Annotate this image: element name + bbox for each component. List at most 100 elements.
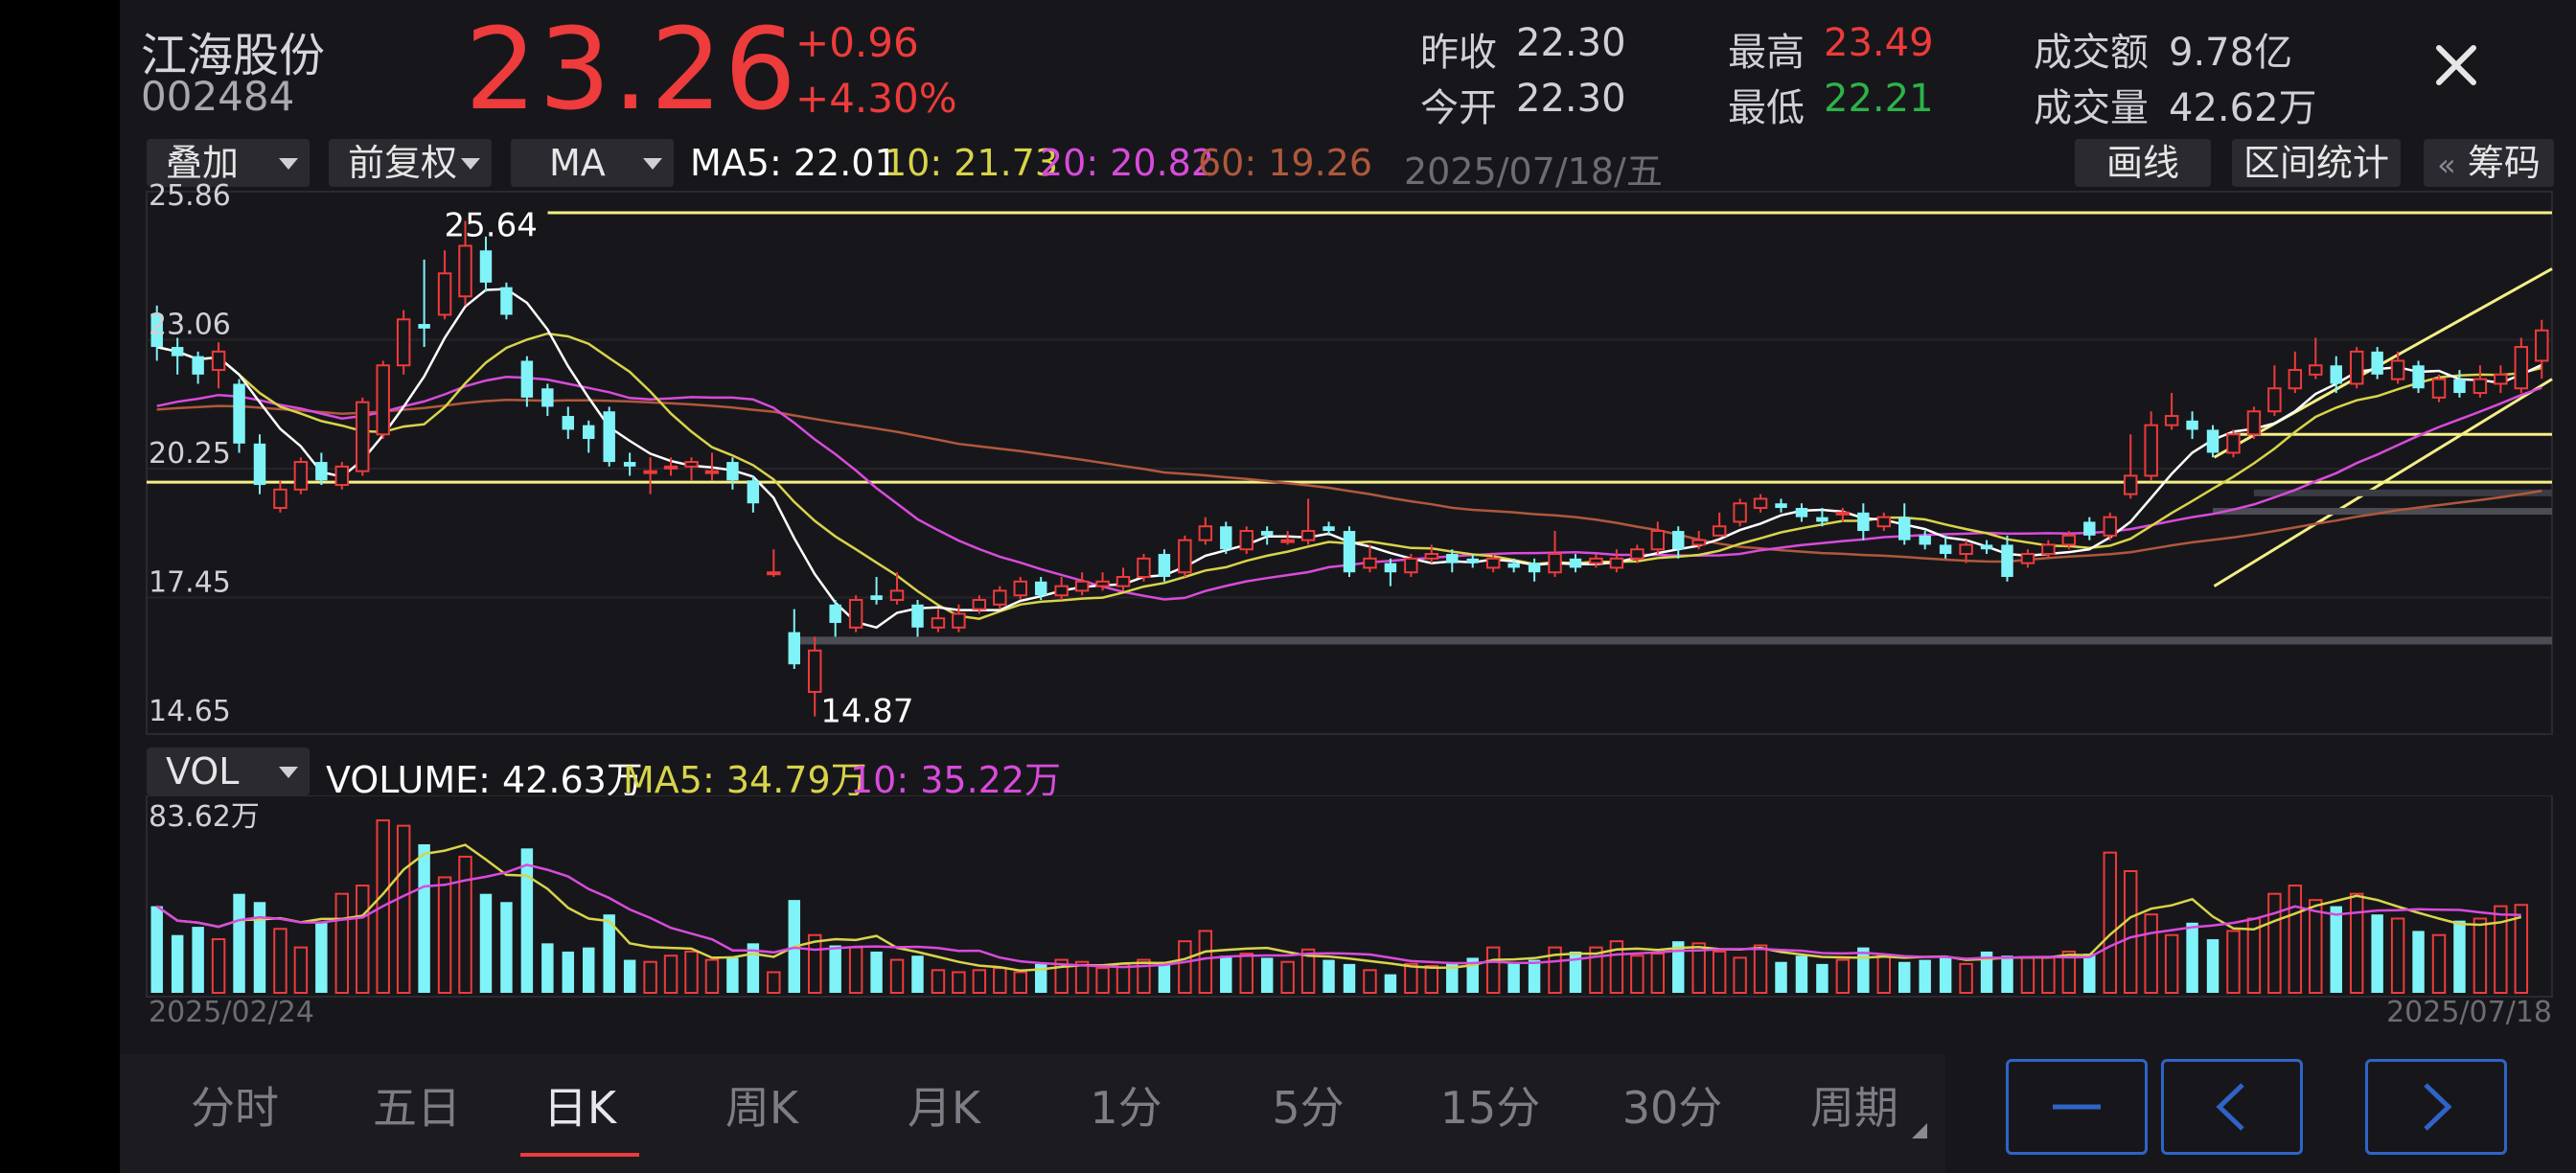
price-tick-label: 17.45	[149, 566, 231, 600]
volume-bar	[2083, 954, 2096, 993]
candle	[1775, 498, 1787, 513]
volume-bar	[684, 950, 699, 995]
volume-bar	[315, 922, 328, 993]
candle	[2412, 360, 2425, 394]
prev-button[interactable]	[2161, 1059, 2303, 1155]
volume-bar	[273, 928, 288, 994]
candle	[192, 351, 204, 384]
high-label: 最高	[1728, 31, 1805, 75]
candle-body	[1239, 530, 1254, 551]
volume-bar	[1816, 963, 1828, 993]
candle-body	[293, 461, 309, 491]
volume-bar	[1650, 953, 1666, 994]
candle	[1485, 554, 1501, 573]
candle	[2103, 512, 2117, 540]
volume-bar	[1980, 951, 1993, 993]
candle-body	[2514, 346, 2529, 390]
candle-body	[1074, 580, 1090, 592]
candle-body	[356, 401, 370, 472]
candle-body	[2349, 350, 2364, 385]
candle-body	[1857, 512, 1870, 532]
tab-period-0[interactable]: 分时	[191, 1082, 279, 1134]
min-price-label: 14.87	[820, 692, 913, 730]
tab-period-3[interactable]: 周K	[724, 1082, 799, 1134]
candle	[376, 360, 390, 440]
volume-bar	[1507, 961, 1520, 993]
candle-body	[2453, 379, 2466, 394]
candle	[1548, 531, 1562, 578]
candle	[1528, 558, 1541, 582]
close-icon[interactable]	[2427, 36, 2485, 94]
candle	[704, 452, 720, 481]
tab-period-8[interactable]: 30分	[1622, 1082, 1723, 1134]
volume-chart[interactable]: 83.62万 2025/02/24 2025/07/18	[120, 795, 2576, 1030]
candle-body	[1939, 544, 1952, 555]
volume-bar	[2472, 917, 2488, 994]
volume-bar	[870, 951, 883, 993]
next-button[interactable]	[2365, 1059, 2507, 1155]
candle-body	[848, 599, 863, 629]
candle-body	[663, 465, 678, 470]
price-axis: 25.86 23.06 20.25 17.45 14.65 25.64 14.87	[149, 179, 914, 730]
ma20-value: 20: 20.82	[1040, 142, 1215, 184]
volume-bars	[146, 795, 2553, 998]
period-tabs	[120, 1054, 1945, 1173]
candle	[437, 250, 452, 320]
volume-bar	[1424, 965, 1439, 995]
volume-indicator-dropdown[interactable]: VOL	[147, 748, 310, 795]
candle-body	[2246, 410, 2262, 436]
tab-period-4[interactable]: 月K	[907, 1082, 981, 1134]
candle-body	[1775, 503, 1787, 509]
volume-bar	[1569, 951, 1582, 993]
candle-body	[1404, 557, 1418, 574]
tab-period-7[interactable]: 15分	[1439, 1082, 1541, 1134]
volume-bar	[1013, 971, 1027, 994]
candle	[643, 457, 657, 494]
volume-bar	[1363, 969, 1377, 995]
candle-body	[1260, 531, 1274, 536]
candle	[2206, 425, 2220, 458]
candle-body	[479, 250, 493, 283]
candle	[1054, 577, 1069, 601]
candle-body	[437, 272, 452, 316]
candle	[1466, 554, 1479, 568]
tab-period-9[interactable]: 周期	[1810, 1082, 1898, 1134]
volume-bar	[541, 943, 554, 993]
range-stats-button[interactable]: 区间统计	[2232, 139, 2401, 187]
volume-bar	[356, 885, 370, 994]
adjust-dropdown[interactable]: 前复权	[329, 139, 492, 187]
chips-button[interactable]: « 筹码	[2424, 139, 2554, 187]
volume-bar	[1630, 954, 1644, 995]
candle	[603, 406, 615, 467]
candle	[952, 604, 966, 632]
candle	[1322, 521, 1335, 536]
indicator-dropdown[interactable]: MA	[511, 139, 674, 187]
draw-line-button[interactable]: 画线	[2075, 139, 2211, 187]
candlestick-chart[interactable]: 25.86 23.06 20.25 17.45 14.65 25.64 14.87	[120, 0, 2576, 748]
candle-body	[192, 356, 204, 375]
candle	[2330, 356, 2342, 394]
tab-period-1[interactable]: 五日	[373, 1082, 461, 1134]
candle-body	[233, 383, 245, 444]
collapse-button[interactable]	[2006, 1059, 2148, 1155]
candle	[315, 452, 328, 486]
volume-bar	[253, 902, 266, 993]
volume-bar	[747, 943, 760, 993]
overlay-dropdown[interactable]: 叠加	[147, 139, 310, 187]
tab-period-5[interactable]: 1分	[1090, 1082, 1162, 1134]
candle-body	[1816, 517, 1828, 522]
candle	[1959, 540, 1973, 564]
candle	[562, 406, 575, 440]
volume-bar	[2309, 899, 2323, 994]
candle-body	[1959, 543, 1973, 556]
candle	[1363, 544, 1377, 573]
candle-body	[150, 314, 163, 348]
candle-body	[931, 617, 946, 629]
candle-body	[2535, 329, 2549, 362]
tab-daily-k[interactable]: 日K	[542, 1082, 617, 1134]
candle-body	[684, 461, 699, 468]
candle	[1795, 503, 1808, 522]
candle	[2267, 365, 2282, 417]
candle	[767, 549, 781, 578]
tab-period-6[interactable]: 5分	[1272, 1082, 1345, 1134]
